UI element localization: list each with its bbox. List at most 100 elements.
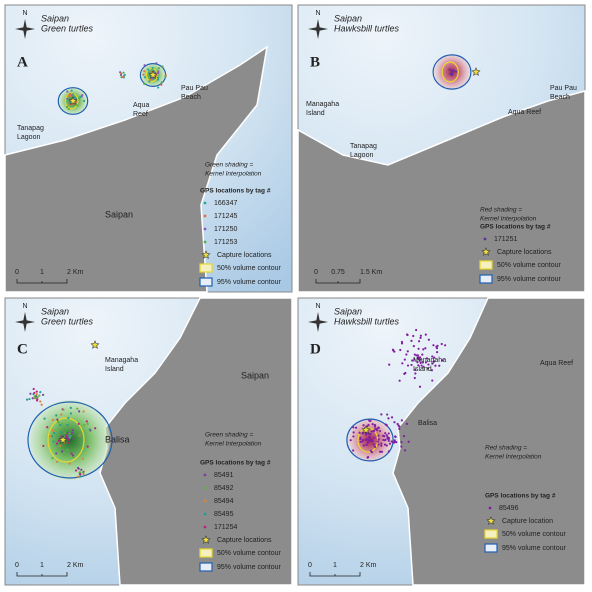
gps-point — [431, 379, 434, 382]
gps-point — [68, 462, 71, 465]
gps-point — [156, 78, 160, 81]
gps-point — [378, 450, 382, 453]
scale-label: 1 — [40, 269, 44, 276]
legend-contour-95: 95% volume contour — [217, 279, 281, 286]
legend-95 — [479, 274, 493, 284]
gps-point — [63, 431, 66, 434]
contour-95 — [57, 87, 89, 115]
gps-point — [395, 441, 398, 444]
gps-point — [427, 363, 430, 366]
compass — [308, 312, 328, 332]
gps-point — [361, 432, 364, 435]
gps-point — [55, 452, 58, 455]
gps-point — [388, 363, 391, 366]
legend-heading: GPS locations by tag # — [480, 224, 551, 231]
gps-point — [396, 422, 399, 426]
gps-point — [122, 71, 125, 74]
gps-point — [77, 467, 80, 470]
gps-point — [392, 349, 395, 352]
gps-point — [160, 83, 163, 86]
panel-letter: B — [310, 54, 320, 70]
gps-point — [386, 437, 389, 440]
gps-point — [82, 410, 85, 413]
gps-point — [413, 358, 416, 361]
gps-point — [362, 438, 365, 442]
gps-point — [156, 76, 160, 79]
shading-note: Red shading = — [480, 207, 522, 214]
legend-dot — [488, 506, 492, 510]
place-label: Saipan — [105, 209, 133, 219]
panel-title: Saipan — [334, 13, 362, 23]
compass-label: N — [22, 10, 27, 17]
legend-dot — [203, 240, 207, 244]
legend-50 — [199, 548, 213, 558]
gps-point — [56, 420, 60, 423]
gps-point — [380, 413, 383, 416]
shading-note: Green shading = — [205, 162, 253, 169]
place-label: Managaha — [413, 357, 446, 364]
gps-point — [420, 364, 423, 367]
gps-point — [369, 449, 373, 452]
gps-point — [164, 75, 167, 78]
legend-contour-95: 95% volume contour — [217, 564, 281, 571]
panel-title: Saipan — [334, 306, 362, 316]
legend-heading: GPS locations by tag # — [485, 493, 556, 500]
place-label: Tanapag — [350, 143, 377, 150]
gps-point — [454, 70, 458, 73]
gps-point — [430, 369, 434, 372]
place-label: Aqua Reef — [508, 109, 541, 116]
panel-letter: C — [17, 341, 28, 357]
place-label: Reef — [133, 111, 148, 118]
place-label: Lagoon — [17, 134, 40, 141]
legend-tag: 171245 — [214, 213, 237, 220]
capture-star — [58, 435, 68, 444]
gps-point — [77, 422, 80, 425]
compass — [308, 19, 328, 39]
gps-point — [71, 429, 74, 432]
land — [392, 297, 586, 586]
gps-point — [147, 68, 150, 71]
gps-point — [416, 357, 419, 360]
gps-point — [157, 71, 160, 75]
place-label: Pau Pau — [550, 85, 577, 92]
gps-point — [82, 470, 85, 474]
legend-95 — [199, 277, 213, 287]
scale-label: 2 Km — [360, 562, 377, 569]
gps-point — [365, 432, 368, 435]
gps-point — [414, 368, 417, 371]
gps-point — [52, 431, 56, 435]
gps-point — [434, 364, 437, 367]
legend-dot — [203, 201, 207, 205]
place-label: Balisa — [105, 434, 130, 444]
compass-label: N — [315, 10, 320, 17]
place-label: Aqua — [133, 102, 149, 109]
panel-letter: D — [310, 341, 321, 357]
gps-point — [74, 101, 78, 104]
gps-point — [377, 426, 380, 429]
gps-point — [66, 448, 69, 451]
gps-point — [369, 436, 372, 439]
scale-label: 0 — [15, 269, 19, 276]
compass — [15, 312, 35, 332]
gps-point — [143, 70, 146, 73]
gps-point — [365, 443, 368, 446]
gps-point — [418, 356, 422, 359]
gps-point — [42, 444, 45, 448]
gps-point — [419, 334, 422, 337]
gps-point — [380, 444, 383, 447]
gps-point — [58, 444, 62, 448]
gps-point — [55, 414, 58, 417]
scale-label: 0 — [308, 562, 312, 569]
compass-label: N — [22, 303, 27, 310]
legend-dot — [203, 499, 207, 503]
gps-point — [80, 468, 83, 471]
gps-point — [415, 328, 418, 332]
gps-point — [365, 437, 368, 441]
gps-point — [352, 435, 355, 438]
gps-point — [403, 358, 406, 361]
compass-label: N — [315, 303, 320, 310]
gps-point — [73, 96, 77, 99]
gps-point — [416, 354, 420, 357]
gps-point — [385, 434, 388, 437]
